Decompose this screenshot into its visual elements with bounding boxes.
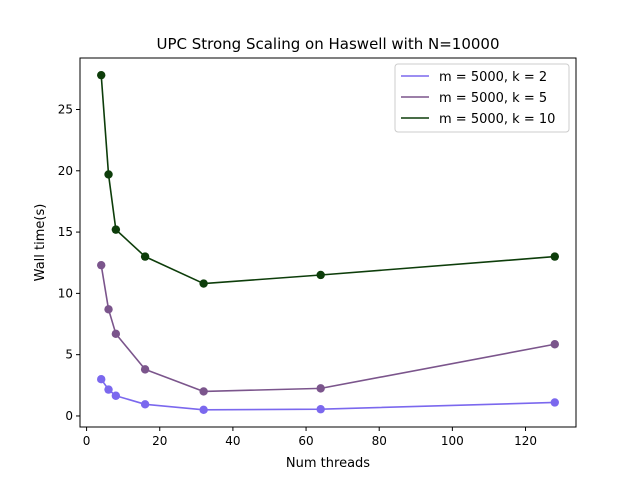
x-axis-label: Num threads xyxy=(286,456,370,471)
x-tick-label: 60 xyxy=(298,434,313,448)
axes-frame xyxy=(79,57,577,428)
x-tick-label: 100 xyxy=(441,434,464,448)
y-axis-label: Wall time(s) xyxy=(33,204,48,282)
legend: m = 5000, k = 2 m = 5000, k = 5 m = 5000, … xyxy=(394,63,570,133)
data-point xyxy=(550,398,559,407)
x-tick-label: 120 xyxy=(514,434,537,448)
legend-box xyxy=(394,63,570,133)
y-tick-label: 5 xyxy=(65,348,73,362)
y-tick-label: 20 xyxy=(58,164,73,178)
x-tick-label: 0 xyxy=(83,434,91,448)
data-point xyxy=(104,385,113,394)
y-tick-label: 15 xyxy=(58,225,73,239)
data-point xyxy=(111,391,121,400)
data-point xyxy=(316,270,325,280)
data-point xyxy=(199,405,208,415)
data-point xyxy=(97,70,106,80)
x-tick-label: 80 xyxy=(372,434,387,448)
y-tick-label: 25 xyxy=(58,102,73,116)
series-1 xyxy=(97,374,559,415)
data-point xyxy=(316,384,325,393)
series-2 xyxy=(97,260,559,396)
data-point xyxy=(140,365,150,374)
series-3 xyxy=(97,70,559,288)
legend-label: m = 5000, k = 5 xyxy=(439,91,547,106)
data-point xyxy=(111,225,121,234)
data-point xyxy=(199,387,208,396)
x-axis: 0 20 40 60 80 100 120 xyxy=(83,427,537,448)
y-tick-label: 10 xyxy=(58,286,73,300)
x-tick-label: 20 xyxy=(152,434,167,448)
chart-title: UPC Strong Scaling on Haswell with N=100… xyxy=(156,35,499,53)
y-tick-label: 0 xyxy=(65,409,73,423)
data-point xyxy=(550,340,559,349)
data-point xyxy=(550,252,559,261)
data-point xyxy=(140,400,150,409)
data-point xyxy=(316,405,325,414)
x-tick-label: 40 xyxy=(225,434,240,448)
y-axis: 0 5 10 15 20 25 xyxy=(58,102,80,423)
legend-label: m = 5000, k = 10 xyxy=(439,112,555,127)
data-point xyxy=(104,170,113,179)
data-point xyxy=(111,329,121,339)
data-point xyxy=(97,374,106,384)
data-point xyxy=(140,252,150,261)
legend-label: m = 5000, k = 2 xyxy=(439,70,547,85)
data-point xyxy=(97,260,106,270)
data-point xyxy=(199,279,208,288)
data-point xyxy=(104,305,113,314)
plot-area xyxy=(97,70,559,415)
